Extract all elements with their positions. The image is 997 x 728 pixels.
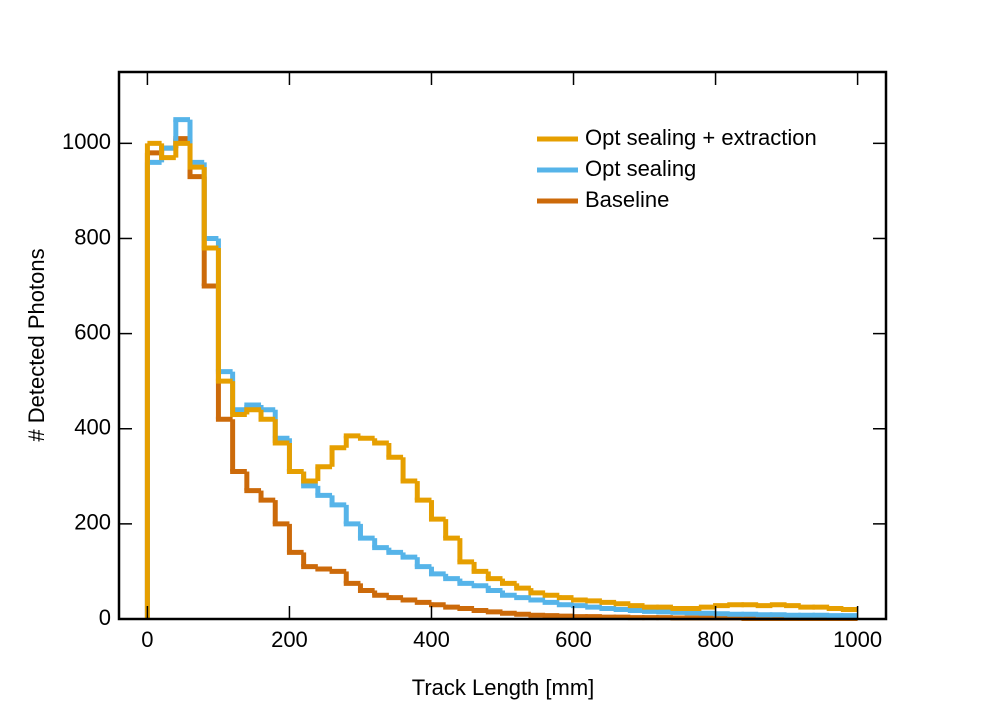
y-tick-label: 1000 <box>62 129 111 154</box>
y-tick-label: 400 <box>74 415 111 440</box>
x-tick-label: 600 <box>555 627 592 652</box>
y-tick-label: 600 <box>74 319 111 344</box>
x-tick-label: 1000 <box>833 627 882 652</box>
x-tick-label: 400 <box>413 627 450 652</box>
legend-label: Opt sealing <box>585 156 696 181</box>
x-axis-label: Track Length [mm] <box>412 675 595 700</box>
y-tick-label: 200 <box>74 510 111 535</box>
series <box>144 117 858 619</box>
series <box>144 136 858 622</box>
x-tick-label: 800 <box>697 627 734 652</box>
plot-area <box>144 117 858 622</box>
y-tick-label: 0 <box>99 605 111 630</box>
series <box>144 140 858 619</box>
y-axis-label: # Detected Photons <box>24 248 49 441</box>
legend-label: Opt sealing + extraction <box>585 125 817 150</box>
y-tick-label: 800 <box>74 224 111 249</box>
plot-frame <box>117 70 888 621</box>
x-tick-label: 0 <box>141 627 153 652</box>
x-tick-label: 200 <box>271 627 308 652</box>
legend-label: Baseline <box>585 187 669 212</box>
